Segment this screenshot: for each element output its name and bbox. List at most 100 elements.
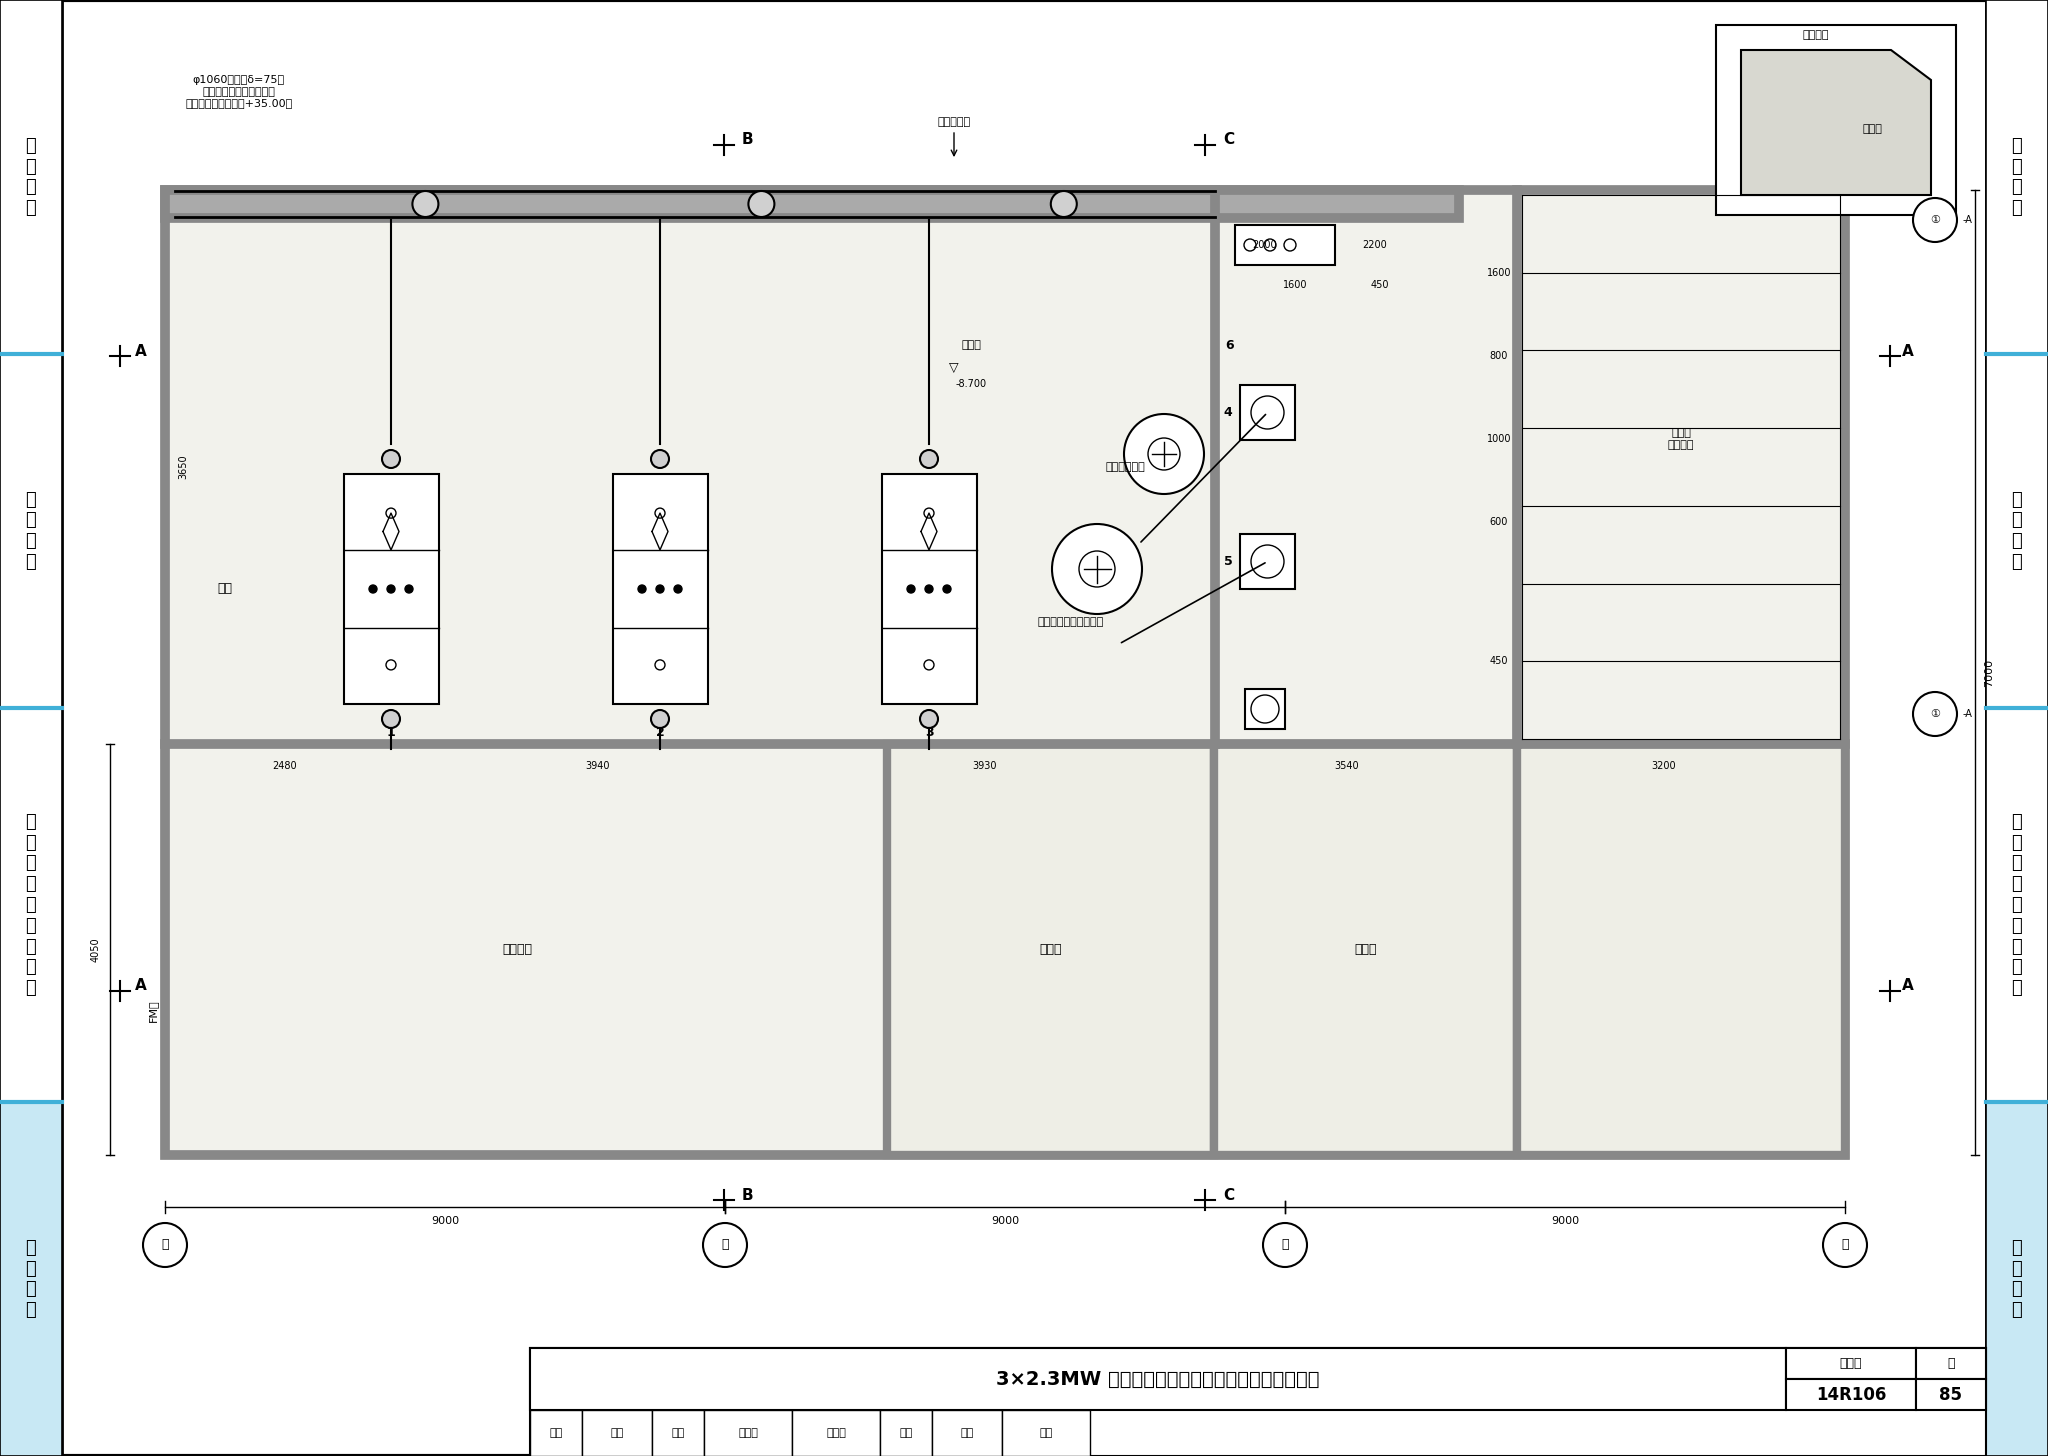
Text: B: B [741, 132, 754, 147]
Text: 3200: 3200 [1651, 761, 1675, 772]
Text: A: A [135, 344, 147, 358]
Text: 2200: 2200 [1362, 240, 1386, 250]
Circle shape [1053, 524, 1143, 614]
Circle shape [926, 585, 934, 593]
Text: 9000: 9000 [430, 1216, 459, 1226]
Text: 乡雅芳: 乡雅芳 [825, 1428, 846, 1439]
Bar [0, 708, 61, 1102]
Circle shape [1079, 550, 1114, 587]
Circle shape [655, 585, 664, 593]
Circle shape [406, 585, 414, 593]
Text: ㉑: ㉑ [1841, 1239, 1849, 1252]
Bar [1235, 226, 1335, 265]
Circle shape [1264, 239, 1276, 250]
Bar [582, 1409, 651, 1456]
Text: 泵坑井: 泵坑井 [1354, 943, 1376, 957]
Text: -A: -A [1962, 709, 1972, 719]
Circle shape [1243, 239, 1255, 250]
Circle shape [1124, 414, 1204, 494]
Text: 4: 4 [1223, 406, 1233, 419]
Circle shape [1284, 239, 1296, 250]
Bar [1239, 534, 1294, 590]
Circle shape [907, 585, 915, 593]
Circle shape [920, 450, 938, 467]
Text: 3540: 3540 [1333, 761, 1358, 772]
Bar [166, 189, 1845, 1155]
Circle shape [1251, 695, 1280, 724]
Bar [344, 475, 438, 705]
Circle shape [1913, 198, 1958, 242]
Circle shape [1913, 692, 1958, 735]
Bar [1917, 1348, 1987, 1379]
Text: 控制室: 控制室 [1038, 943, 1061, 957]
Circle shape [383, 711, 399, 728]
Bar [1716, 25, 1956, 215]
Circle shape [920, 711, 938, 728]
Circle shape [924, 660, 934, 670]
Text: 锅炉烟囱: 锅炉烟囱 [1802, 31, 1829, 39]
Text: 7000: 7000 [1985, 658, 1995, 687]
Circle shape [674, 585, 682, 593]
Text: ⑱: ⑱ [162, 1239, 168, 1252]
Circle shape [748, 191, 774, 217]
Circle shape [655, 508, 666, 518]
Text: 相
关
术
语: 相 关 术 语 [27, 491, 37, 571]
Bar [1987, 1102, 2048, 1456]
Circle shape [1264, 1223, 1307, 1267]
Circle shape [369, 585, 377, 593]
Text: ▽: ▽ [948, 361, 958, 374]
Circle shape [387, 585, 395, 593]
Text: A: A [135, 978, 147, 993]
Text: 相
关
术
语: 相 关 术 语 [2011, 491, 2021, 571]
Bar [530, 1409, 582, 1456]
Bar [1786, 1379, 1917, 1409]
Circle shape [1823, 1223, 1868, 1267]
Text: A: A [1903, 978, 1913, 993]
Text: C: C [1223, 132, 1235, 147]
Text: 预留水箱位置: 预留水箱位置 [1106, 462, 1145, 472]
Bar [881, 1409, 932, 1456]
Text: ①: ① [1929, 709, 1939, 719]
Text: 450: 450 [1489, 655, 1507, 665]
Text: 3650: 3650 [178, 454, 188, 479]
Text: 上部吊装口: 上部吊装口 [938, 116, 971, 127]
Text: 走道: 走道 [217, 582, 233, 596]
Text: 页: 页 [1948, 1357, 1954, 1370]
Text: 锅炉间: 锅炉间 [1862, 125, 1882, 134]
Text: 编
制
说
明: 编 制 说 明 [27, 137, 37, 217]
Text: 气燕: 气燕 [1040, 1428, 1053, 1439]
Text: 工
程
实
例: 工 程 实 例 [27, 1239, 37, 1319]
Circle shape [651, 711, 670, 728]
Bar [793, 1409, 881, 1456]
Text: 吕宁: 吕宁 [610, 1428, 625, 1439]
Text: -8.700: -8.700 [956, 379, 987, 389]
Text: 9000: 9000 [1550, 1216, 1579, 1226]
Bar [1214, 744, 1518, 1155]
Circle shape [651, 450, 670, 467]
Bar [1917, 1379, 1987, 1409]
Text: C: C [1223, 1188, 1235, 1203]
Text: 3×2.3MW 真空热水锅炉房地下一层设复平面布置图: 3×2.3MW 真空热水锅炉房地下一层设复平面布置图 [995, 1370, 1319, 1389]
Circle shape [1149, 438, 1180, 470]
Text: φ1060（保温δ=75）
预制双层不锈钢锅炉烟囱
接出主楼屋顶（标高+35.00）: φ1060（保温δ=75） 预制双层不锈钢锅炉烟囱 接出主楼屋顶（标高+35.0… [184, 76, 293, 108]
Circle shape [1051, 191, 1077, 217]
Text: 1600: 1600 [1282, 280, 1307, 290]
Text: 1: 1 [387, 725, 395, 738]
Text: 600: 600 [1489, 517, 1507, 527]
Text: 800: 800 [1489, 351, 1507, 361]
Circle shape [143, 1223, 186, 1267]
Text: 设
计
技
术
原
则
与
要
点: 设 计 技 术 原 则 与 要 点 [2011, 812, 2021, 997]
Circle shape [385, 508, 395, 518]
Text: 2480: 2480 [272, 761, 297, 772]
Text: B: B [741, 1188, 754, 1203]
Text: 1000: 1000 [1487, 434, 1511, 444]
Text: 14R106: 14R106 [1817, 1386, 1886, 1404]
Text: 1600: 1600 [1487, 268, 1511, 278]
Text: 编
制
说
明: 编 制 说 明 [2011, 137, 2021, 217]
Circle shape [1251, 545, 1284, 578]
Text: 4050: 4050 [90, 938, 100, 962]
Text: 预留两台蒸汽锅炉位置: 预留两台蒸汽锅炉位置 [1038, 617, 1104, 628]
Text: A: A [1903, 344, 1913, 358]
Text: 85: 85 [1939, 1386, 1962, 1404]
Text: FM甲: FM甲 [147, 1000, 158, 1022]
